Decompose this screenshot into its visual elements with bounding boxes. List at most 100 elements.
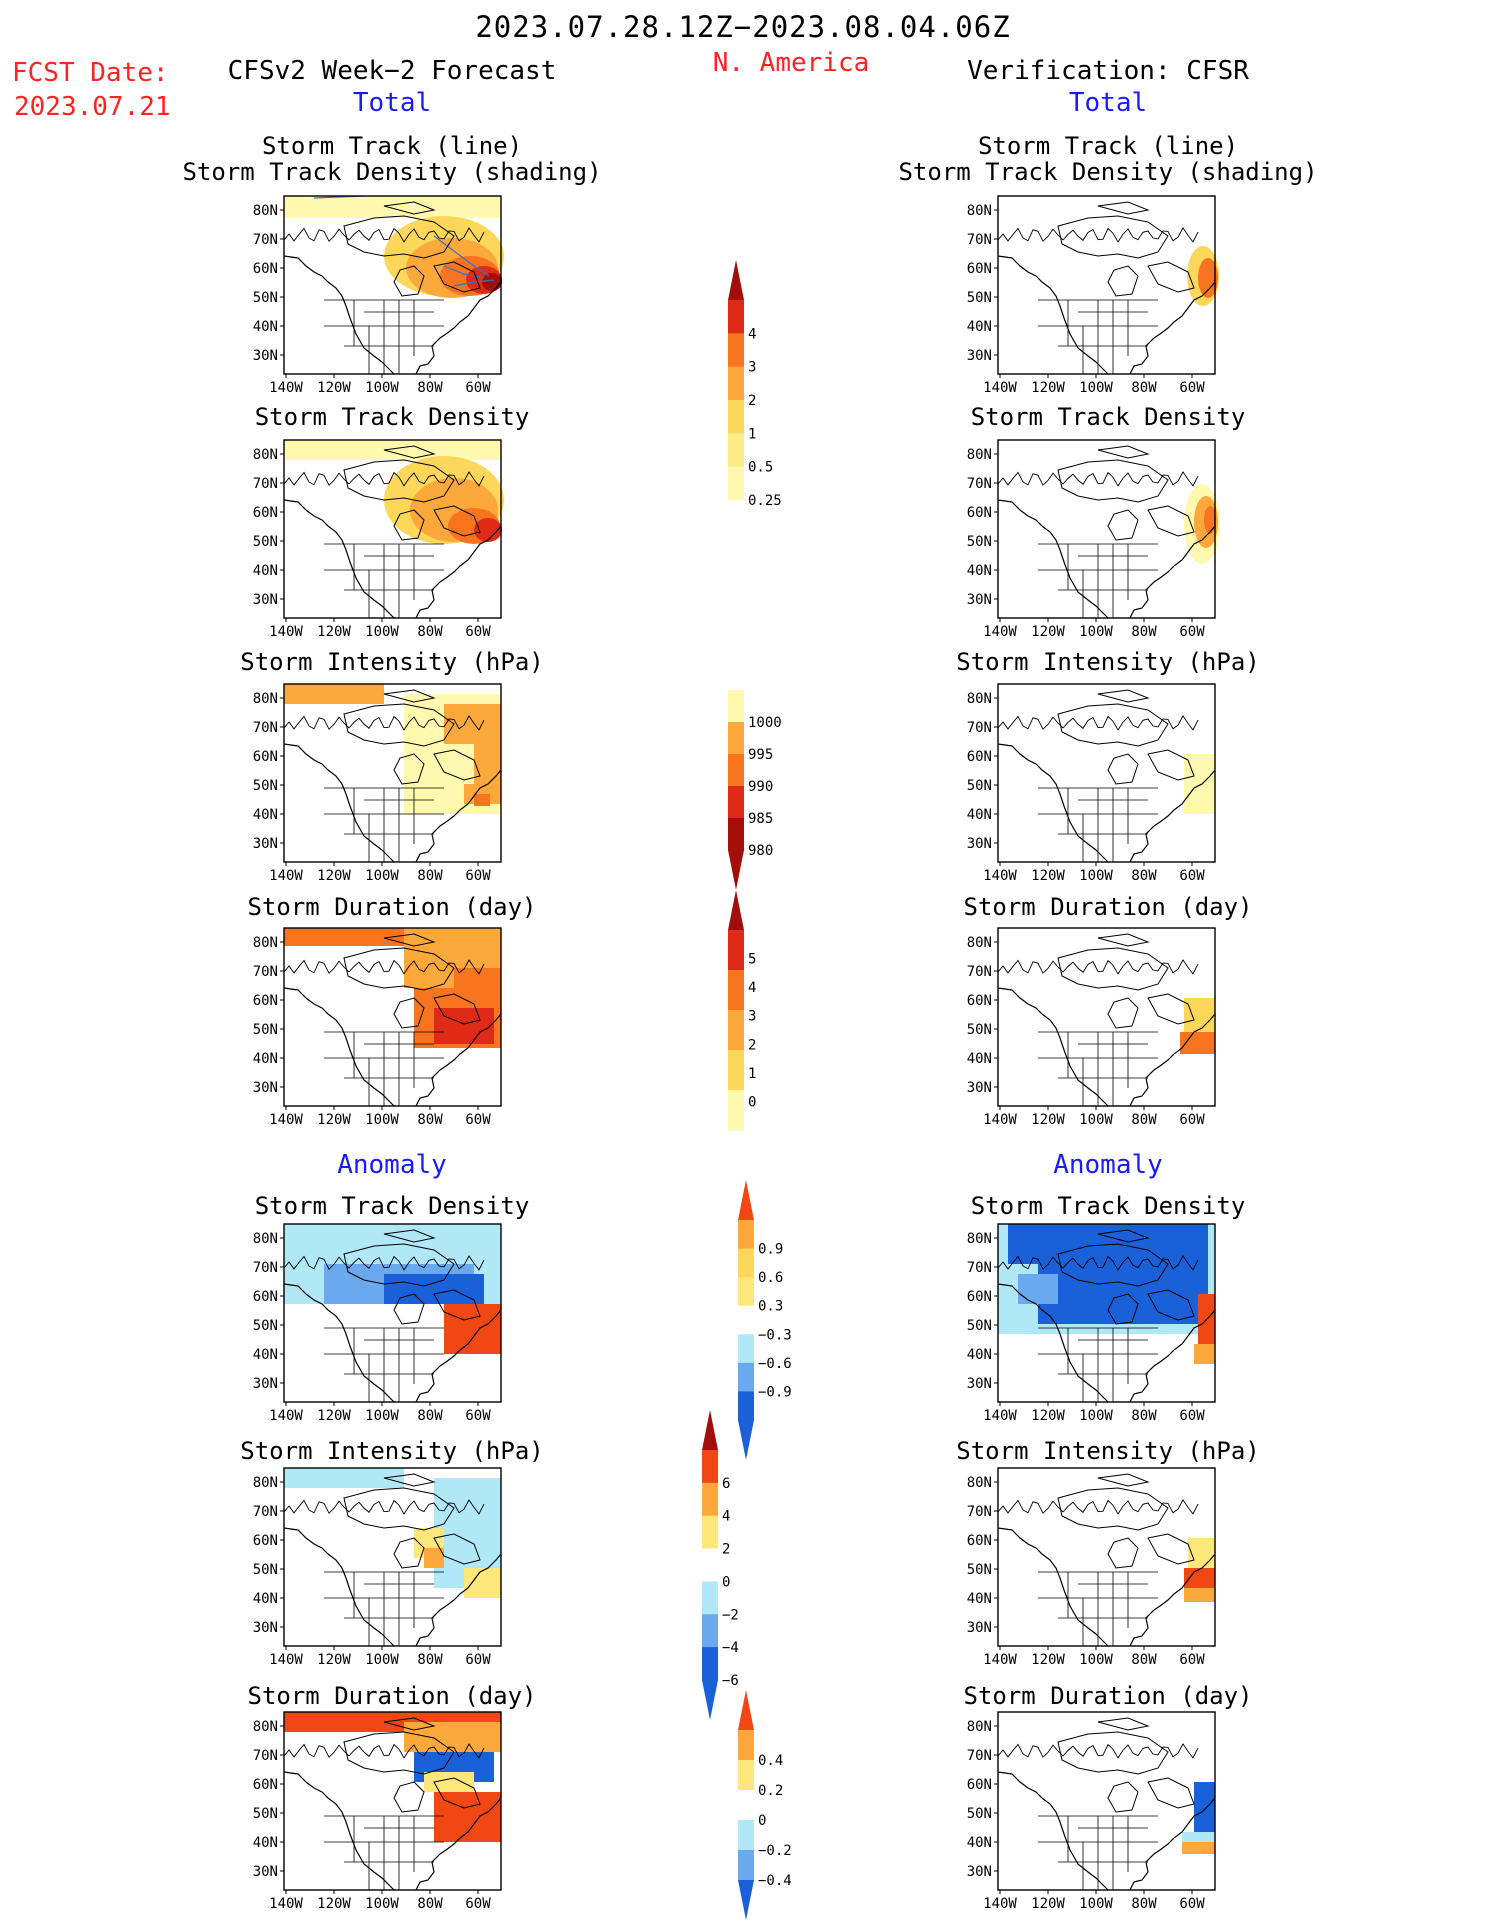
panel-title: Storm Track (line) (977, 132, 1239, 160)
lon-tick-label: 120W (1031, 1896, 1065, 1912)
northern-coastline (997, 959, 1199, 975)
state-borders (324, 1571, 444, 1646)
map-frame (283, 439, 502, 619)
hudson-bay (1107, 265, 1139, 297)
lon-tick-label: 80W (1131, 1652, 1157, 1668)
colorbar-segment (728, 786, 744, 819)
colorbar-label: 1 (748, 426, 756, 442)
colorbar-label: −0.4 (758, 1873, 792, 1889)
forecast-anomaly-label: Anomaly (337, 1150, 447, 1180)
colorbar-label: 2 (748, 393, 756, 409)
shade-cell (1008, 1224, 1208, 1264)
verification-anomaly-density-map: 80N 70N 60N 50N 40N 30N 140W 120W 100W 80W 60W (967, 1223, 1216, 1424)
state-borders (1038, 787, 1158, 862)
lat-tick-label: 50N (967, 1022, 992, 1038)
map-frame (997, 927, 1216, 1107)
colorbar-label: 3 (748, 360, 756, 376)
lon-tick-label: 140W (983, 624, 1017, 640)
colorbar-label: 2 (722, 1542, 730, 1558)
lon-tick-label: 120W (1031, 380, 1065, 396)
lon-tick-label: 60W (465, 1408, 491, 1424)
colorbar-segment (738, 1391, 754, 1421)
colorbar-segment (702, 1581, 718, 1615)
lon-tick-label: 120W (1031, 1112, 1065, 1128)
lat-tick-label: 40N (967, 1835, 992, 1851)
colorbar-label: −0.2 (758, 1843, 792, 1859)
lat-tick-label: 80N (253, 935, 278, 951)
hudson-bay (393, 1293, 425, 1325)
northern-coastline (283, 959, 485, 975)
lon-tick-label: 120W (1031, 624, 1065, 640)
coastline (997, 1283, 1216, 1403)
lon-tick-label: 100W (1079, 1896, 1113, 1912)
map-frame (997, 1223, 1216, 1403)
colorbar-arrow (738, 1690, 754, 1730)
arctic-islands (343, 933, 481, 1025)
panel-title: Storm Track Density (970, 1192, 1246, 1220)
lon-tick-label: 120W (317, 380, 351, 396)
colorbar-label: 990 (748, 779, 773, 795)
colorbar-segment (728, 333, 744, 368)
hudson-bay (1107, 509, 1139, 541)
coastline (283, 1527, 502, 1647)
coastline (283, 255, 502, 375)
colorbar-label: 0 (722, 1574, 730, 1590)
panel-title: Storm Intensity (hPa) (240, 648, 544, 676)
lat-tick-label: 40N (253, 1051, 278, 1067)
shade-cell (1194, 1782, 1215, 1832)
lon-tick-label: 60W (465, 1112, 491, 1128)
colorbar-label: 6 (722, 1476, 730, 1492)
coastline (283, 987, 502, 1107)
colorbar-segment (738, 1248, 754, 1278)
lon-tick-label: 120W (317, 1408, 351, 1424)
lat-tick-label: 30N (967, 1864, 992, 1880)
state-borders (324, 787, 444, 862)
arctic-islands (1057, 933, 1195, 1025)
colorbar-label: 5 (748, 952, 756, 968)
panel-title: Storm Duration (day) (963, 1682, 1253, 1710)
lon-tick-label: 100W (1079, 380, 1113, 396)
lat-tick-label: 30N (967, 836, 992, 852)
colorbar-segment (728, 722, 744, 755)
colorbar-segment (738, 1305, 754, 1335)
lat-tick-label: 60N (253, 505, 278, 521)
state-borders (324, 299, 444, 374)
colorbar-segment (702, 1482, 718, 1517)
lat-tick-label: 70N (253, 1504, 278, 1520)
lat-tick-label: 30N (967, 1080, 992, 1096)
panel-title: Storm Intensity (hPa) (956, 1437, 1260, 1465)
lon-tick-label: 60W (465, 868, 491, 884)
colorbar-label: 0.9 (758, 1242, 783, 1258)
lat-tick-label: 80N (967, 447, 992, 463)
lat-tick-label: 50N (253, 1318, 278, 1334)
lat-tick-label: 30N (967, 1620, 992, 1636)
lon-tick-label: 100W (1079, 1112, 1113, 1128)
verification-total-intensity-map: 80N 70N 60N 50N 40N 30N 140W 120W 100W 80W 60W (967, 683, 1216, 884)
colorbar-segment (738, 1730, 754, 1761)
lat-tick-label: 30N (253, 1620, 278, 1636)
lat-tick-label: 80N (967, 203, 992, 219)
lat-tick-label: 40N (253, 1347, 278, 1363)
colorbar-segment (738, 1790, 754, 1821)
lon-tick-label: 60W (465, 1652, 491, 1668)
lon-tick-label: 120W (1031, 1652, 1065, 1668)
lat-tick-label: 30N (967, 1376, 992, 1392)
hudson-bay (1107, 753, 1139, 785)
lat-tick-label: 40N (967, 1591, 992, 1607)
lat-tick-label: 30N (253, 348, 278, 364)
hudson-bay (1107, 1537, 1139, 1569)
lat-tick-label: 70N (967, 232, 992, 248)
colorbar-arrow (702, 1680, 718, 1720)
colorbar-label: 0 (748, 1094, 756, 1110)
colorbar-segment (738, 1220, 754, 1250)
storm-track-line (313, 195, 495, 287)
forecast-anomaly-intensity-map: 80N 70N 60N 50N 40N 30N 140W 120W 100W 80W 60W (253, 1467, 502, 1668)
lon-tick-label: 100W (1079, 1408, 1113, 1424)
lat-tick-label: 30N (253, 1864, 278, 1880)
colorbar-arrow (728, 890, 744, 930)
colorbar-label: −6 (722, 1673, 739, 1689)
hudson-bay (393, 997, 425, 1029)
fcst-date-value: 2023.07.21 (14, 92, 171, 122)
lon-tick-label: 140W (983, 1896, 1017, 1912)
lon-tick-label: 60W (465, 1896, 491, 1912)
